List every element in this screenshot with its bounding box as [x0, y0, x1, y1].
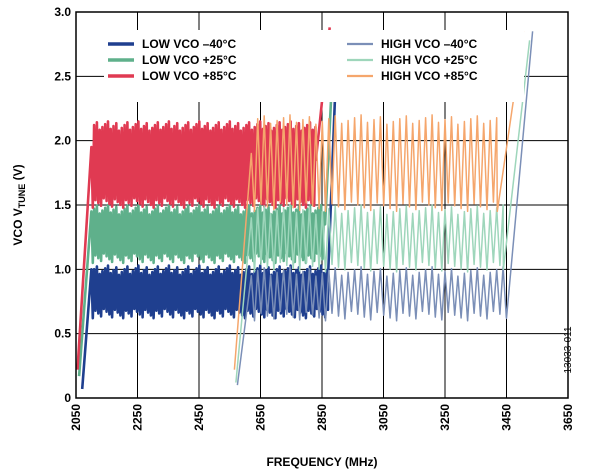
x-tick-label: 3650	[561, 404, 575, 431]
x-tick-label: 2050	[69, 404, 83, 431]
series-line	[76, 27, 331, 370]
legend-label: LOW VCO +25°C	[142, 53, 237, 67]
legend-label: HIGH VCO +25°C	[381, 53, 478, 67]
y-axis-title-subscript: TUNE	[17, 184, 27, 209]
y-tick-label: 2.5	[54, 69, 71, 83]
legend-label: HIGH VCO –40°C	[381, 37, 477, 51]
y-axis-title-unit: (V)	[11, 164, 25, 183]
x-tick-label: 3250	[438, 404, 452, 431]
x-tick-label: 3450	[500, 404, 514, 431]
legend-label: HIGH VCO +85°C	[381, 69, 478, 83]
plot-frame	[75, 11, 569, 399]
series-line	[80, 35, 339, 390]
y-tick-label: 2.0	[54, 134, 71, 148]
y-tick-labels: 0 0.5 1.0 1.5 2.0 2.5 3.0	[54, 5, 71, 405]
y-tick-label: 3.0	[54, 5, 71, 19]
y-tick-label: 0.5	[54, 327, 71, 341]
series-line	[235, 40, 531, 383]
legend-background	[104, 30, 524, 102]
x-tick-label: 2850	[315, 404, 329, 431]
legend: LOW VCO –40°C LOW VCO +25°C LOW VCO +85°C H…	[104, 30, 524, 102]
legend-label: LOW VCO –40°C	[142, 37, 236, 51]
y-tick-label: 0	[64, 391, 71, 405]
x-tick-label: 2450	[192, 404, 206, 431]
y-tick-label: 1.0	[54, 262, 71, 276]
y-axis-title-main: VCO V	[11, 208, 25, 245]
series-line	[236, 31, 534, 386]
series-group	[76, 27, 534, 390]
figure-id: 13033-011	[563, 326, 574, 374]
x-tick-labels: 2050 2250 2450 2650 2850 3050 3250 3450 3650	[69, 404, 575, 431]
y-tick-label: 1.5	[54, 198, 71, 212]
series-line	[77, 31, 336, 377]
x-tick-label: 2250	[131, 404, 145, 431]
x-tick-label: 2650	[254, 404, 268, 431]
y-axis-title: VCO VTUNE (V)	[11, 164, 27, 245]
x-axis-title: FREQUENCY (MHz)	[266, 455, 377, 469]
series-line	[233, 31, 525, 370]
legend-label: LOW VCO +85°C	[142, 69, 237, 83]
x-tick-label: 3050	[377, 404, 391, 431]
